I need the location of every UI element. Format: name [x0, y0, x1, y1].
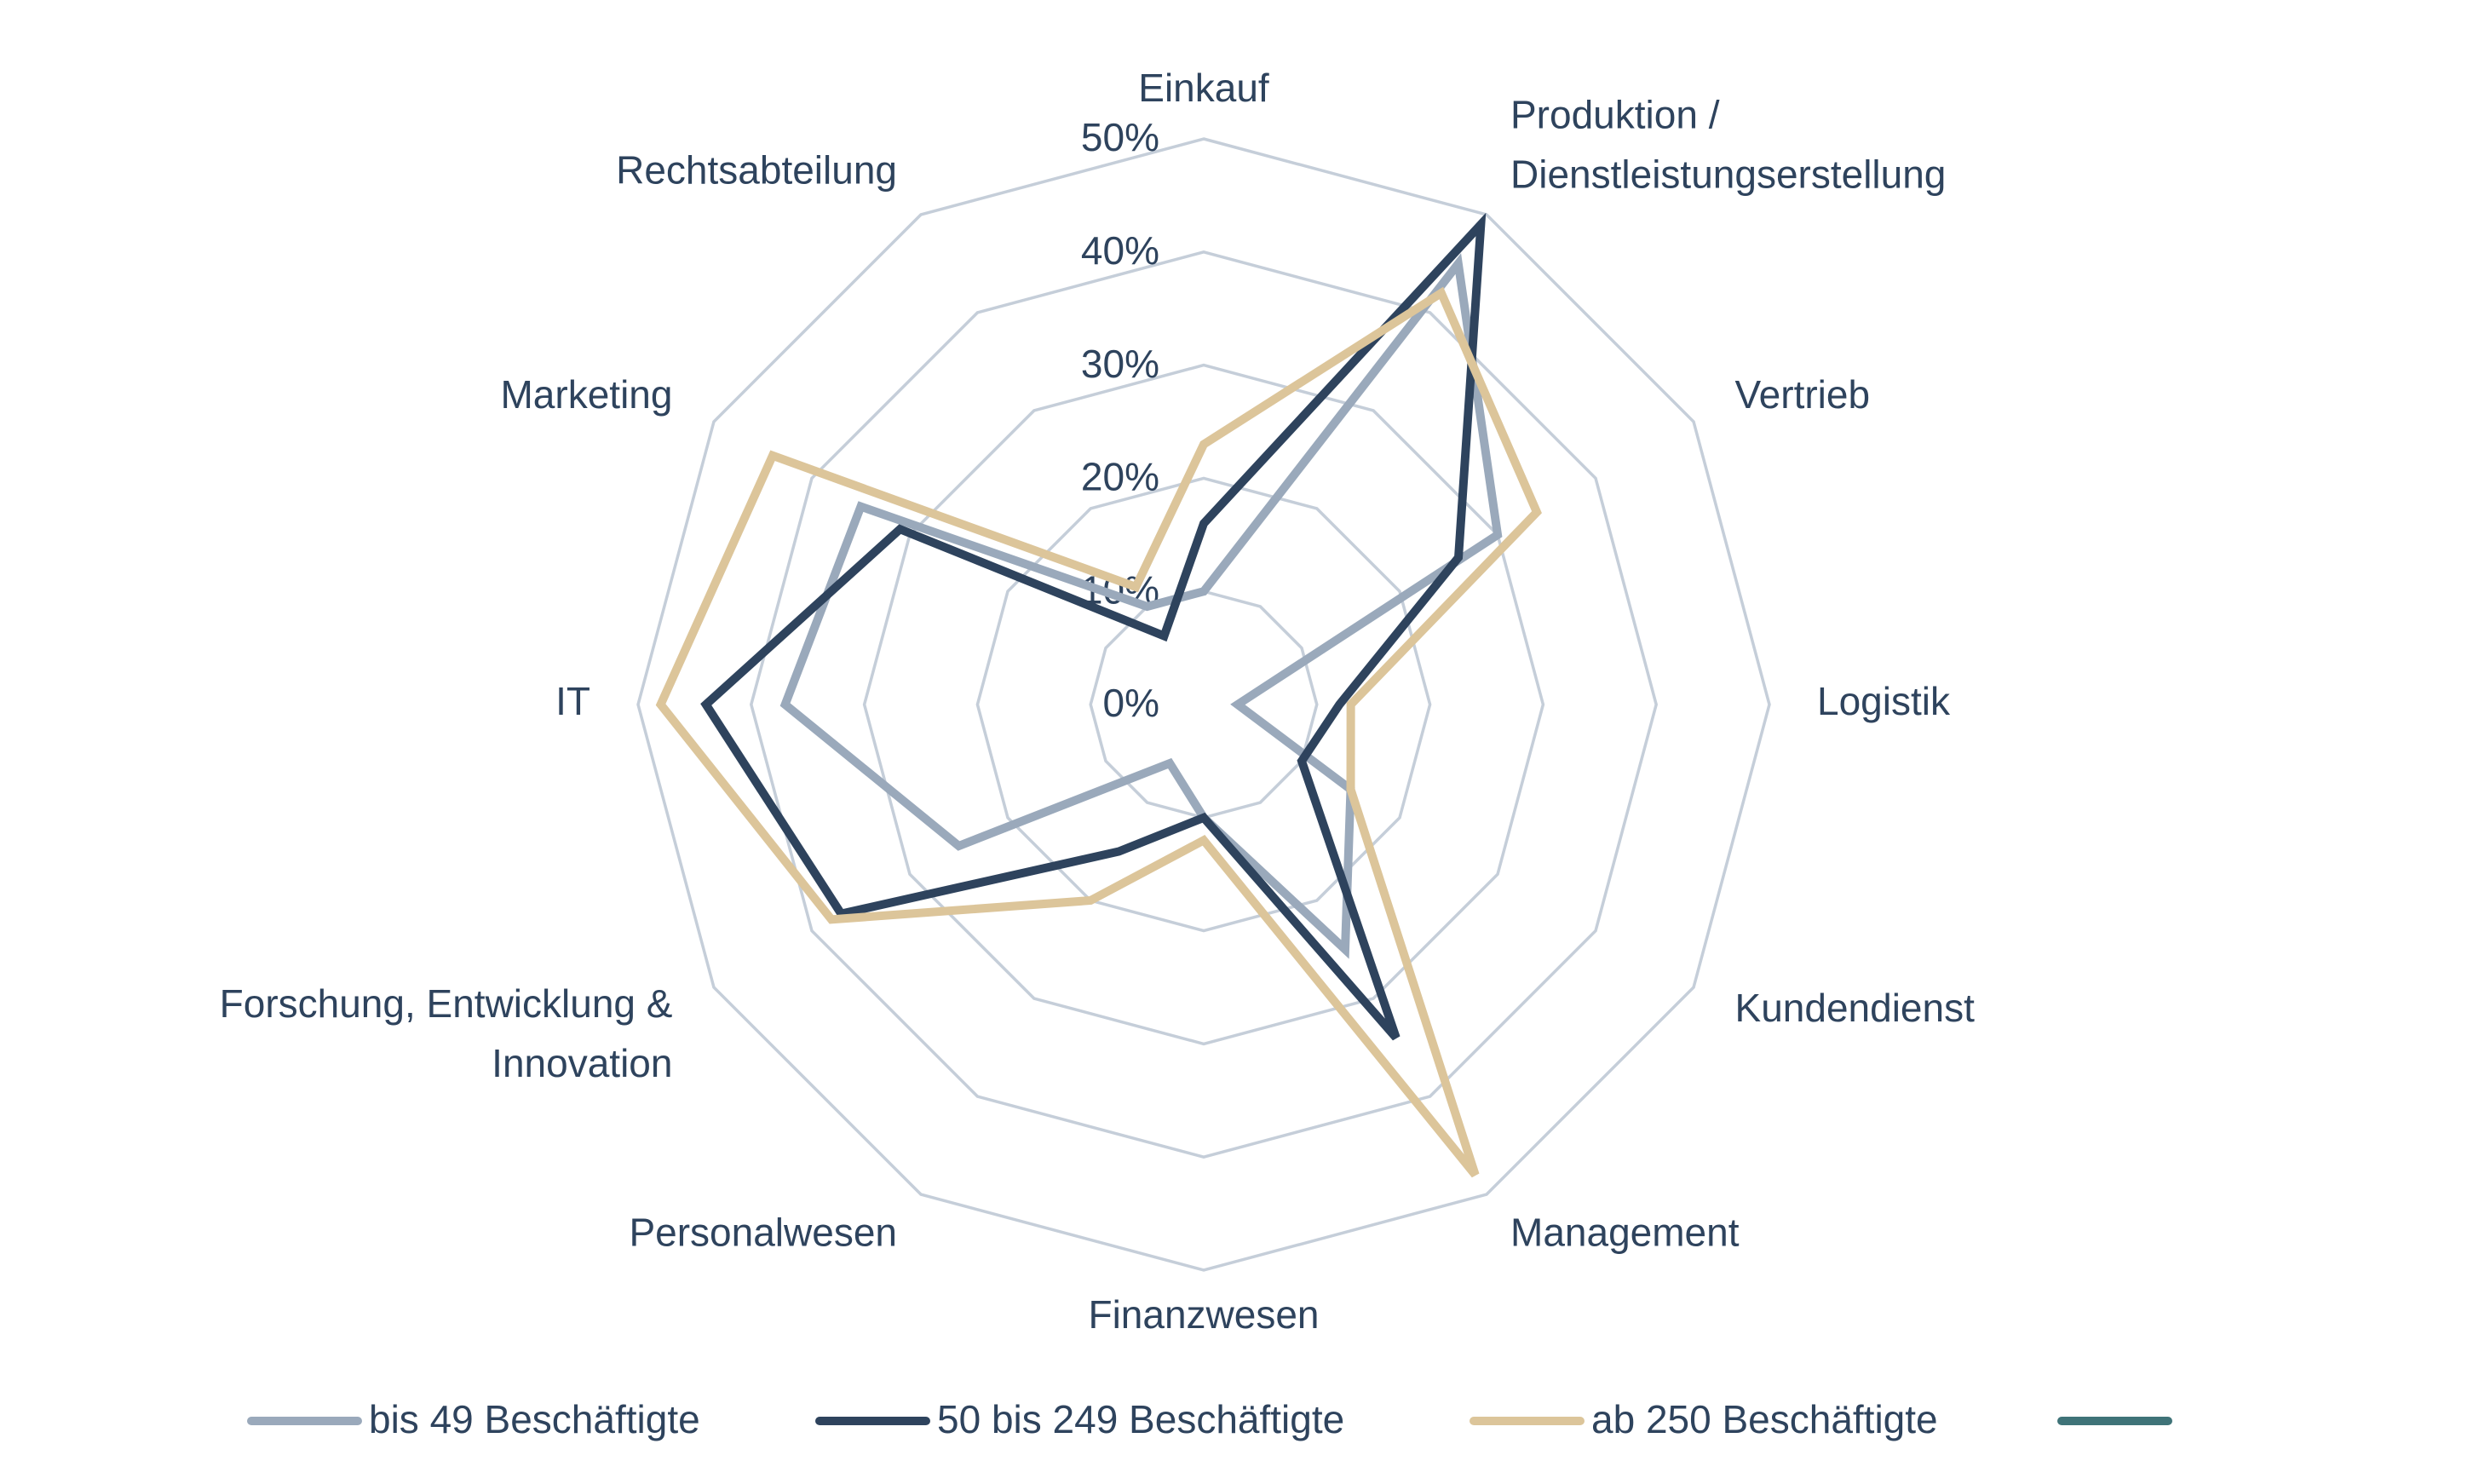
category-label: Produktion / Dienstleistungserstellung [1510, 93, 1946, 197]
grid-ring [862, 363, 1545, 1046]
legend-label: 50 bis 249 Beschäftigte [937, 1397, 1344, 1441]
category-label: Vertrieb [1735, 372, 1871, 417]
category-label: Marketing [500, 372, 672, 417]
r-tick-label: 40% [1081, 228, 1159, 273]
category-label: Personalwesen [629, 1211, 897, 1255]
category-label: Einkauf [1138, 66, 1269, 110]
r-tick-label: 0% [1103, 681, 1159, 725]
category-label: IT [555, 679, 590, 723]
series-line [700, 212, 1487, 1041]
r-tick-label: 20% [1081, 455, 1159, 499]
category-label: Rechtsabteilung [616, 148, 897, 193]
grid-ring [749, 250, 1659, 1159]
category-label: Management [1510, 1211, 1740, 1255]
r-tick-label: 50% [1081, 115, 1159, 159]
grid-ring [975, 476, 1432, 933]
legend-label: ab 250 Beschäftigte [1591, 1397, 1938, 1441]
category-label: Logistik [1817, 679, 1951, 723]
category-label: Finanzwesen [1088, 1292, 1319, 1337]
grid-ring [636, 137, 1771, 1272]
series-line [655, 286, 1542, 1178]
category-label: Kundendienst [1735, 986, 1976, 1030]
r-tick-label: 30% [1081, 342, 1159, 386]
category-label: Forschung, Entwicklung & Innovation [220, 981, 673, 1085]
legend-label: bis 49 Beschäftigte [369, 1397, 700, 1441]
